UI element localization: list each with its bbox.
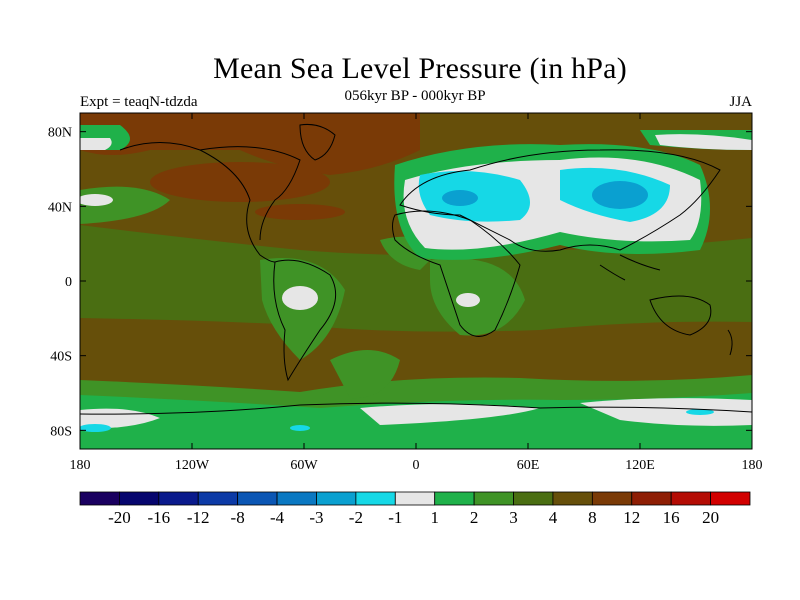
europe-blue-core bbox=[442, 190, 478, 206]
colorbar-label: 12 bbox=[623, 508, 640, 527]
colorbar-label: -20 bbox=[108, 508, 131, 527]
north-america-coast bbox=[119, 142, 276, 263]
colorbar-swatch bbox=[591, 491, 633, 506]
period-subtitle: 056kyr BP - 000kyr BP bbox=[344, 88, 486, 104]
map-field bbox=[80, 113, 752, 449]
arctic-white bbox=[655, 134, 752, 150]
colorbar-label: 16 bbox=[663, 508, 680, 527]
colorbar-label: 1 bbox=[430, 508, 439, 527]
arctic-high-region bbox=[80, 113, 420, 175]
antarctica-coast bbox=[80, 402, 752, 415]
lat-tick-label: 80S bbox=[50, 424, 72, 439]
colorbar-swatch bbox=[355, 491, 396, 506]
australia-coast bbox=[649, 295, 712, 336]
antarctic-white-east bbox=[580, 398, 752, 426]
colorbar-label: -8 bbox=[231, 508, 245, 527]
south-america-coast bbox=[273, 259, 337, 382]
eurasia-coast bbox=[399, 149, 721, 252]
colorbar-swatch bbox=[434, 491, 475, 506]
colorbar-swatch bbox=[710, 491, 751, 506]
lon-tick-label: 0 bbox=[413, 458, 420, 473]
colorbar-label: -3 bbox=[309, 508, 323, 527]
colorbar-swatch bbox=[631, 491, 672, 506]
tropical-band bbox=[80, 225, 752, 332]
colorbar-swatch bbox=[513, 491, 554, 506]
new-zealand-coast bbox=[727, 329, 733, 356]
latitude-axis: 80N 40N 0 40S 80S bbox=[48, 126, 752, 439]
coastlines bbox=[80, 124, 752, 415]
south-atlantic-green bbox=[330, 350, 400, 399]
colorbar-label: 8 bbox=[588, 508, 597, 527]
antarctic-cyan-east bbox=[686, 409, 714, 415]
colorbar-label: 3 bbox=[509, 508, 518, 527]
colorbar-label: -4 bbox=[270, 508, 285, 527]
lon-tick-label: 60E bbox=[517, 458, 540, 473]
lon-tick-label: 180 bbox=[70, 458, 91, 473]
lon-tick-label: 60W bbox=[290, 458, 318, 473]
colorbar-swatch bbox=[670, 491, 711, 506]
colorbar-swatch bbox=[197, 491, 239, 506]
lon-tick-label: 120E bbox=[625, 458, 655, 473]
bering-white bbox=[80, 138, 112, 150]
asia-blue-core bbox=[592, 181, 648, 209]
colorbar-swatch bbox=[473, 491, 514, 506]
lat-tick-label: 40N bbox=[48, 200, 72, 215]
se-asia-islands bbox=[599, 254, 661, 281]
colorbar-label: -16 bbox=[147, 508, 170, 527]
colorbar-swatch bbox=[316, 491, 357, 506]
north-atlantic-high bbox=[150, 162, 330, 202]
colorbar-label: 20 bbox=[702, 508, 719, 527]
colorbar-swatch bbox=[158, 491, 199, 506]
colorbar-swatch bbox=[394, 491, 436, 506]
lon-tick-label: 180 bbox=[742, 458, 763, 473]
colorbar-swatch bbox=[276, 491, 317, 506]
colorbar-swatch bbox=[237, 491, 278, 506]
greenland-coast bbox=[299, 124, 336, 161]
colorbar-label: 4 bbox=[549, 508, 558, 527]
lon-tick-label: 120W bbox=[175, 458, 210, 473]
amazon-white bbox=[282, 286, 318, 310]
colorbar-label: -2 bbox=[349, 508, 363, 527]
colorbar: -20 -16 -12 -8 -4 -3 -2 -1 1 2 3 4 8 12 16 20 bbox=[79, 491, 751, 527]
experiment-label: Expt = teaqN-tdzda bbox=[80, 94, 198, 110]
colorbar-label: -1 bbox=[388, 508, 402, 527]
north-america-east-coast bbox=[199, 146, 301, 241]
colorbar-label: -12 bbox=[187, 508, 210, 527]
longitude-axis: 180 120W 60W 0 60E 120E 180 bbox=[70, 113, 763, 473]
season-label: JJA bbox=[729, 94, 752, 110]
lat-tick-label: 0 bbox=[65, 275, 72, 290]
antarctic-white-mid bbox=[360, 404, 540, 425]
lat-tick-label: 80N bbox=[48, 126, 72, 141]
colorbar-label: 2 bbox=[470, 508, 479, 527]
pacific-white bbox=[80, 194, 113, 206]
antarctic-cyan-mid bbox=[290, 425, 310, 431]
lat-tick-label: 40S bbox=[50, 350, 72, 365]
chart-title: Mean Sea Level Pressure (in hPa) bbox=[213, 52, 627, 85]
africa-white bbox=[456, 293, 480, 307]
colorbar-swatch bbox=[79, 491, 120, 506]
colorbar-swatch bbox=[119, 491, 160, 506]
colorbar-swatch bbox=[552, 491, 593, 506]
atlantic-band bbox=[255, 204, 345, 220]
antarctic-cyan-west bbox=[80, 424, 111, 432]
